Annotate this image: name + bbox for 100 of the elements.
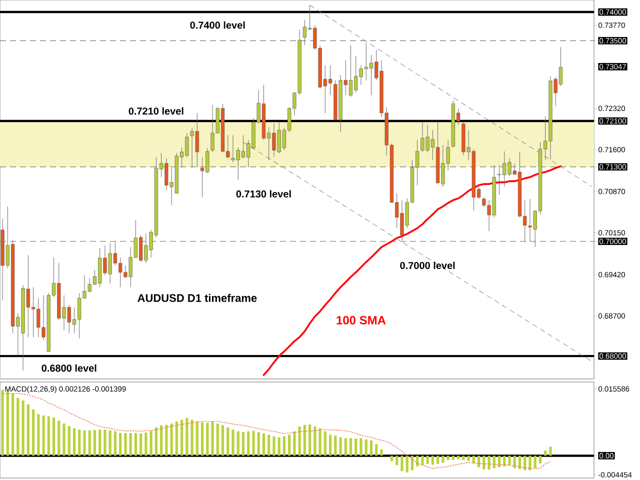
ref-line-label: 0.6800 level [42,364,96,372]
bar [108,430,112,456]
bar [370,440,373,456]
bar [528,456,532,470]
bar [400,456,404,472]
bar [160,425,163,456]
bar [104,430,106,456]
bar [344,438,347,456]
bar [364,439,368,456]
bar [462,456,465,460]
bar [42,415,45,456]
bar [282,436,286,456]
bar [114,431,117,456]
bar [88,430,91,456]
bar [360,438,362,456]
bar [52,418,56,456]
bar [272,436,276,456]
bar [472,456,475,464]
bar [457,456,460,460]
bar [538,456,542,464]
bar [518,456,522,469]
bar [12,394,14,456]
bar [513,456,516,468]
bar [58,420,60,456]
bar [477,456,480,468]
bar [436,456,440,464]
bar [216,424,219,456]
bar [236,431,240,456]
bar [380,449,383,456]
bar [211,421,214,456]
bar [129,433,132,456]
ref-line-label: 0.7000 level [400,262,455,270]
bar [242,432,245,456]
bar [206,422,209,456]
bar [62,424,66,456]
bar [98,430,102,456]
bar [288,434,291,456]
bar [488,456,490,470]
bar [119,433,122,456]
bar [262,433,266,456]
bar [26,404,30,456]
bar [37,414,40,456]
bar [467,456,470,461]
bar [303,424,306,456]
bar [549,446,552,456]
bar [328,434,332,456]
bar [375,444,378,456]
bar [390,456,394,462]
series-label: 100 SMA [336,316,386,324]
bar [396,456,398,466]
bar [431,456,434,465]
bar [410,456,414,470]
bar [314,426,316,456]
bar [452,456,454,460]
bar [426,456,429,464]
bar [16,398,20,456]
bar [200,422,204,456]
bar [175,421,178,456]
bar [308,424,312,456]
bar [252,430,255,456]
bar [416,456,419,466]
bar [278,437,280,456]
bar [232,430,234,456]
bar [421,456,424,466]
bar [186,418,188,456]
bar [78,430,81,456]
bar [165,424,168,456]
bar [226,427,230,456]
bar [257,432,260,456]
bar [144,432,148,456]
bar [534,456,536,468]
bar [268,434,270,456]
bar [318,428,322,456]
bar [68,426,70,456]
ref-line-label: 0.7130 level [236,190,291,198]
bar [93,430,96,456]
bar [334,436,337,456]
bar [247,431,250,456]
bar [446,456,450,460]
bar [32,409,35,456]
bar [170,424,173,456]
bar [293,431,296,456]
bar [339,437,342,456]
bar [72,428,76,456]
bar [349,438,352,456]
ref-line-label: 0.7400 level [190,21,245,29]
annotation: AUDUSD D1 timeframe [138,294,257,302]
bar [221,425,224,456]
bar [180,420,184,456]
bar [47,416,50,456]
bar [442,456,444,463]
bar [354,438,358,456]
bar [503,456,506,466]
bar [140,433,142,456]
bar [508,456,511,466]
bar [492,456,496,468]
bar [134,433,137,456]
bar [124,433,127,456]
bar [482,456,486,470]
bar [498,456,501,468]
